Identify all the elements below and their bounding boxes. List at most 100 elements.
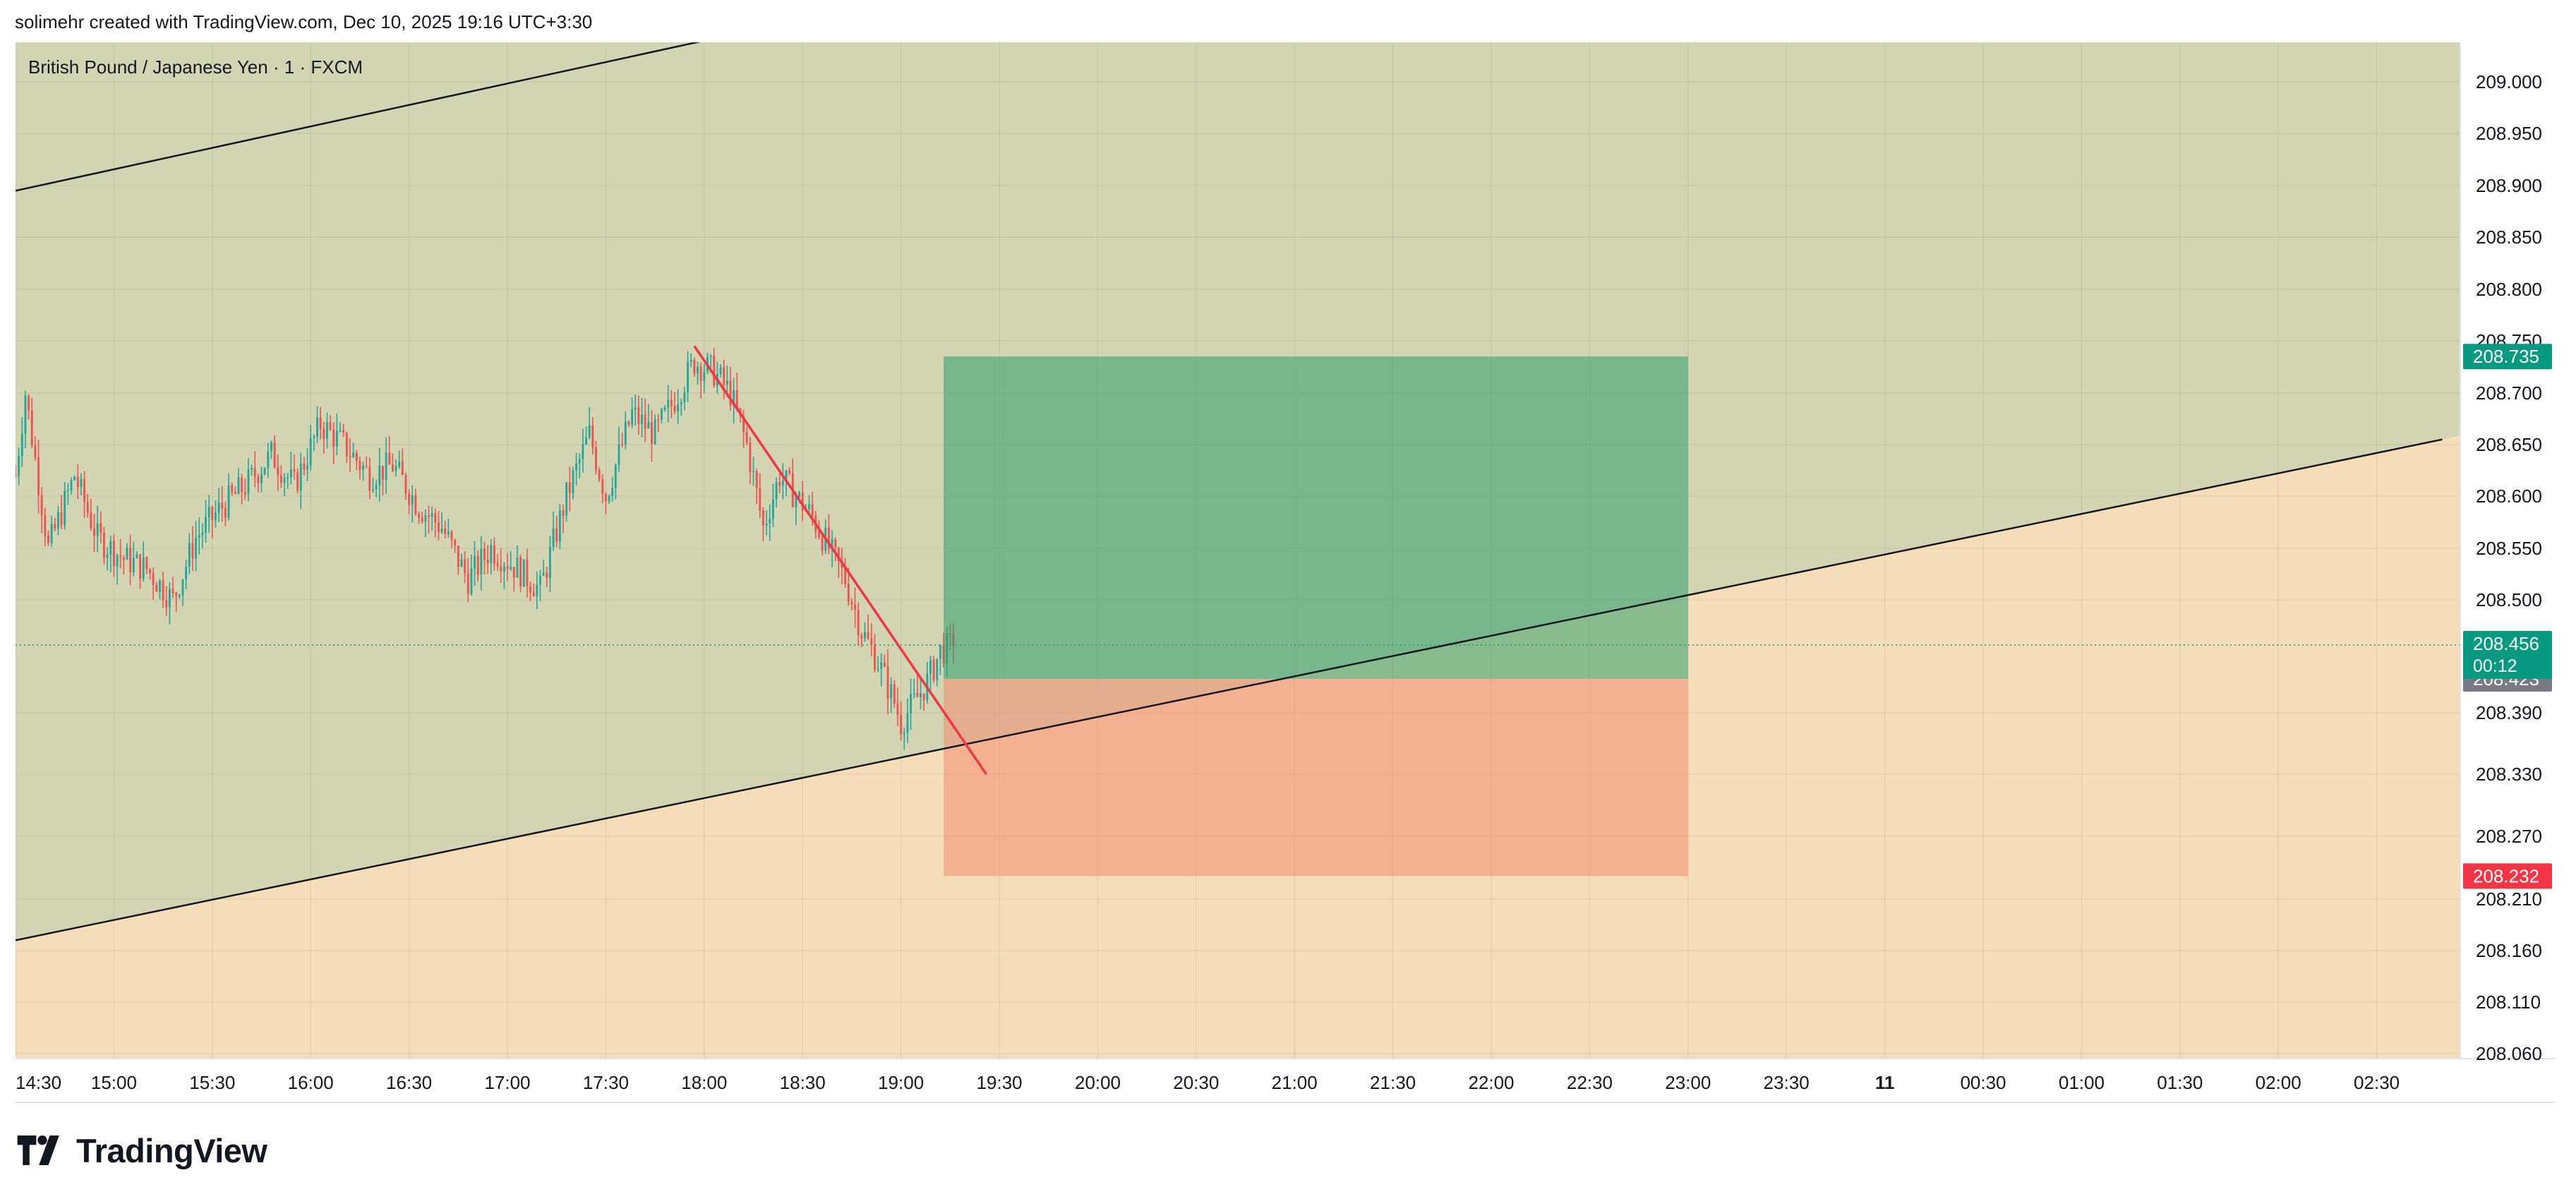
candle-up xyxy=(247,458,250,502)
candle-up xyxy=(536,571,538,610)
candle-down xyxy=(221,486,224,522)
candle-down xyxy=(434,508,437,538)
candle-down xyxy=(526,548,529,598)
candle-down xyxy=(16,465,17,478)
time-axis[interactable]: 14:30 15:00 15:30 16:00 16:30 17:00 17:30 18:00… xyxy=(16,1072,2400,1093)
price-axis[interactable]: 209.000 208.950 208.900 208.850 208.800 208.7… xyxy=(2476,71,2542,1064)
candle-up xyxy=(516,545,519,578)
time-axis-tick: 01:00 xyxy=(2059,1072,2105,1093)
candle-down xyxy=(454,538,457,553)
long-position-profit-zone[interactable] xyxy=(944,356,1688,679)
candle-down xyxy=(673,392,676,415)
time-axis-tick: 11 xyxy=(1875,1072,1895,1093)
candle-down xyxy=(421,511,423,524)
candle-down xyxy=(496,553,499,571)
channel-upper-line[interactable] xyxy=(16,41,704,192)
candle-up xyxy=(18,447,20,486)
time-axis-tick: 16:30 xyxy=(386,1072,432,1093)
time-axis-tick: 02:00 xyxy=(2256,1072,2301,1093)
candle-up xyxy=(116,553,119,585)
candle-down xyxy=(821,533,824,556)
time-axis-tick: 17:30 xyxy=(583,1072,629,1093)
candle-up xyxy=(771,483,774,527)
candle-down xyxy=(231,482,234,496)
candle-down xyxy=(391,453,394,473)
candle-down xyxy=(735,372,738,412)
candle-up xyxy=(683,386,686,411)
candle-down xyxy=(145,556,148,574)
candle-up xyxy=(552,512,555,551)
candle-down xyxy=(165,586,168,616)
candle-down xyxy=(60,495,63,530)
candle-down xyxy=(319,406,322,440)
candle-up xyxy=(136,551,138,559)
candle-down xyxy=(355,450,358,471)
candle-up xyxy=(316,406,318,443)
candle-down xyxy=(729,366,732,411)
current-price-label-value: 208.456 xyxy=(2473,633,2539,654)
time-axis-tick: 18:00 xyxy=(681,1072,727,1093)
time-axis-tick: 21:30 xyxy=(1370,1072,1416,1093)
candle-up xyxy=(585,426,587,445)
candle-down xyxy=(345,431,348,463)
candle-up xyxy=(227,473,230,521)
candle-down xyxy=(860,632,863,648)
candle-up xyxy=(339,422,342,433)
price-axis-tick: 208.110 xyxy=(2476,992,2541,1013)
candle-up xyxy=(198,517,200,555)
time-axis-tick: 21:00 xyxy=(1272,1072,1318,1093)
candle-up xyxy=(447,519,450,538)
candle-up xyxy=(781,463,784,500)
price-axis-tick: 208.900 xyxy=(2476,175,2542,196)
candle-up xyxy=(424,509,427,537)
red-trendline[interactable] xyxy=(693,345,987,775)
candle-down xyxy=(90,498,92,531)
candle-down xyxy=(418,511,420,524)
candle-up xyxy=(159,579,161,600)
candle-down xyxy=(83,471,86,518)
chart-title: British Pound / Japanese Yen · 1 · FXCM xyxy=(28,56,363,78)
candle-down xyxy=(604,492,607,514)
price-axis-tick: 208.060 xyxy=(2476,1043,2542,1064)
candle-down xyxy=(323,421,325,454)
candle-up xyxy=(733,378,735,424)
time-axis-tick: 00:30 xyxy=(1960,1072,2006,1093)
candle-down xyxy=(241,474,243,505)
candle-down xyxy=(414,488,417,516)
candle-up xyxy=(372,478,374,493)
candle-up xyxy=(697,361,699,385)
candle-down xyxy=(932,656,935,683)
candle-down xyxy=(401,448,404,476)
price-axis-tick: 208.600 xyxy=(2476,486,2542,507)
candle-down xyxy=(591,417,594,455)
candle-down xyxy=(555,515,558,548)
candle-up xyxy=(880,653,883,687)
tradingview-logo[interactable]: TradingView xyxy=(17,1129,267,1171)
candle-down xyxy=(723,359,726,399)
candle-up xyxy=(690,353,692,368)
candle-up xyxy=(109,536,112,572)
candle-up xyxy=(431,506,433,531)
candle-down xyxy=(162,572,164,608)
time-axis-tick: 16:00 xyxy=(288,1072,334,1093)
candle-down xyxy=(850,598,853,611)
candle-down xyxy=(922,693,925,711)
price-axis-tick: 208.650 xyxy=(2476,434,2542,455)
candle-up xyxy=(565,482,568,522)
candle-down xyxy=(916,675,919,698)
candle-down xyxy=(54,517,56,532)
candle-up xyxy=(910,678,912,730)
candle-down xyxy=(464,551,467,584)
candle-down xyxy=(450,529,453,549)
candle-up xyxy=(251,464,253,476)
price-axis-tick: 208.550 xyxy=(2476,538,2542,559)
candle-down xyxy=(598,466,601,483)
long-position-loss-zone[interactable] xyxy=(944,679,1688,876)
candle-up xyxy=(24,390,27,448)
price-axis-tick: 208.950 xyxy=(2476,123,2542,144)
channel-lower-line[interactable] xyxy=(16,438,2443,941)
candle-up xyxy=(201,523,204,549)
candle-up xyxy=(647,404,650,429)
